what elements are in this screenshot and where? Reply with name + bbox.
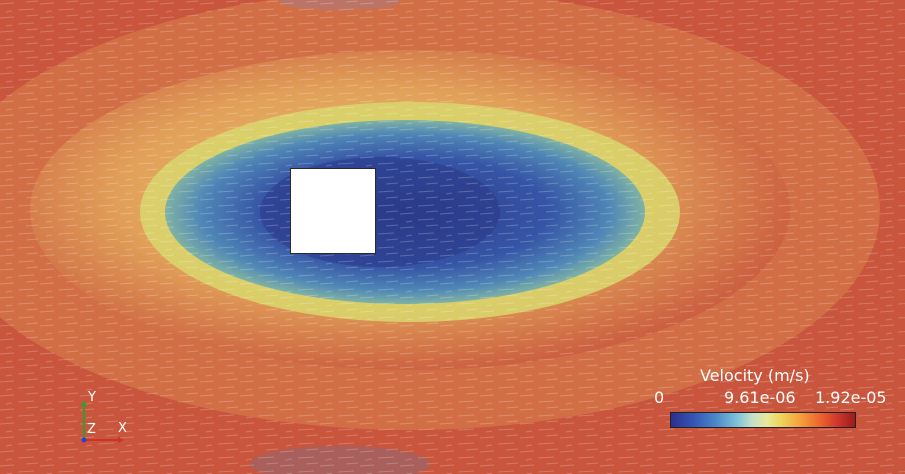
colorbar-tick-min: 0	[654, 388, 665, 407]
x-axis-label: X	[118, 421, 127, 436]
square-obstacle	[290, 168, 376, 254]
colorbar-title: Velocity (m/s)	[700, 366, 810, 385]
origin-dot	[81, 437, 87, 443]
colorbar-gradient	[670, 412, 856, 428]
colorbar-tick-max: 1.92e-05	[815, 388, 887, 407]
z-axis-label: Z	[87, 422, 96, 437]
colorbar-tick-mid: 9.61e-06	[724, 388, 796, 407]
y-axis-label: Y	[88, 390, 96, 405]
orientation-axes: Y Z X	[74, 390, 134, 450]
velocity-colorbar: Velocity (m/s) 0 9.61e-06 1.92e-05	[650, 366, 900, 436]
